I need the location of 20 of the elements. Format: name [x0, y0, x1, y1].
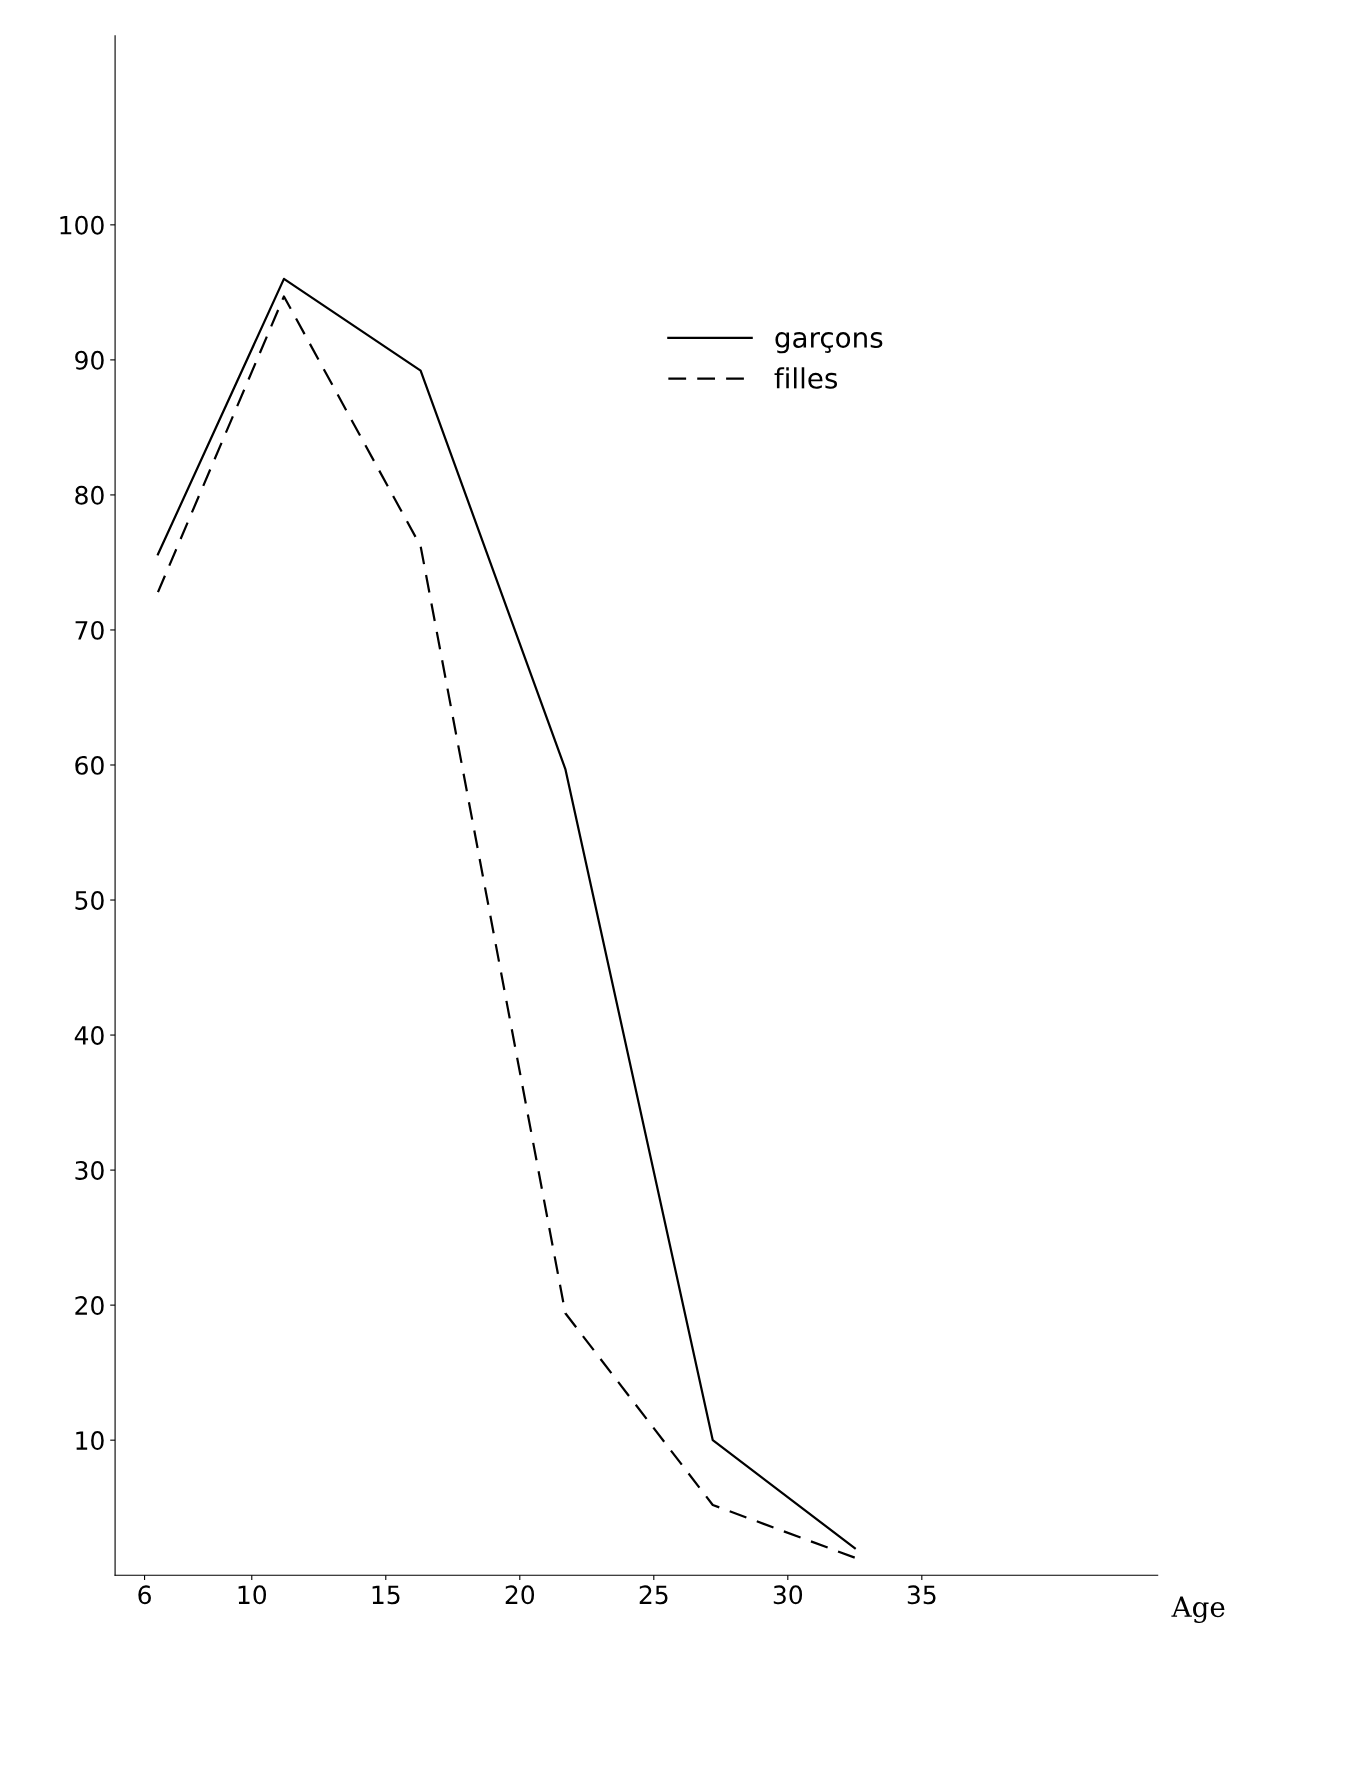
x-tick-label: 35	[907, 1585, 936, 1605]
x-tick-label: 20	[505, 1585, 535, 1605]
x-tick-label: 30	[773, 1585, 803, 1605]
y-tick-label: 90	[75, 350, 104, 370]
x-axis-title: Age	[1171, 1596, 1225, 1624]
x-tick-label: 10	[238, 1585, 267, 1605]
y-tick-label: 50	[75, 890, 104, 910]
y-tick-label: 30	[75, 1161, 104, 1180]
x-tick-label: 25	[639, 1585, 668, 1605]
y-tick-label: 70	[75, 620, 104, 640]
legend-label: garçons	[775, 332, 883, 354]
y-tick-label: 20	[75, 1296, 104, 1315]
legend-label: filles	[774, 367, 838, 389]
y-tick-label: 100	[60, 215, 104, 235]
x-tick-label: 15	[372, 1585, 400, 1605]
y-tick-label: 10	[76, 1431, 104, 1451]
y-tick-label: 60	[75, 755, 104, 775]
y-tick-label: 40	[74, 1026, 104, 1045]
x-tick-label: 6	[138, 1585, 151, 1605]
y-tick-label: 80	[75, 485, 104, 505]
